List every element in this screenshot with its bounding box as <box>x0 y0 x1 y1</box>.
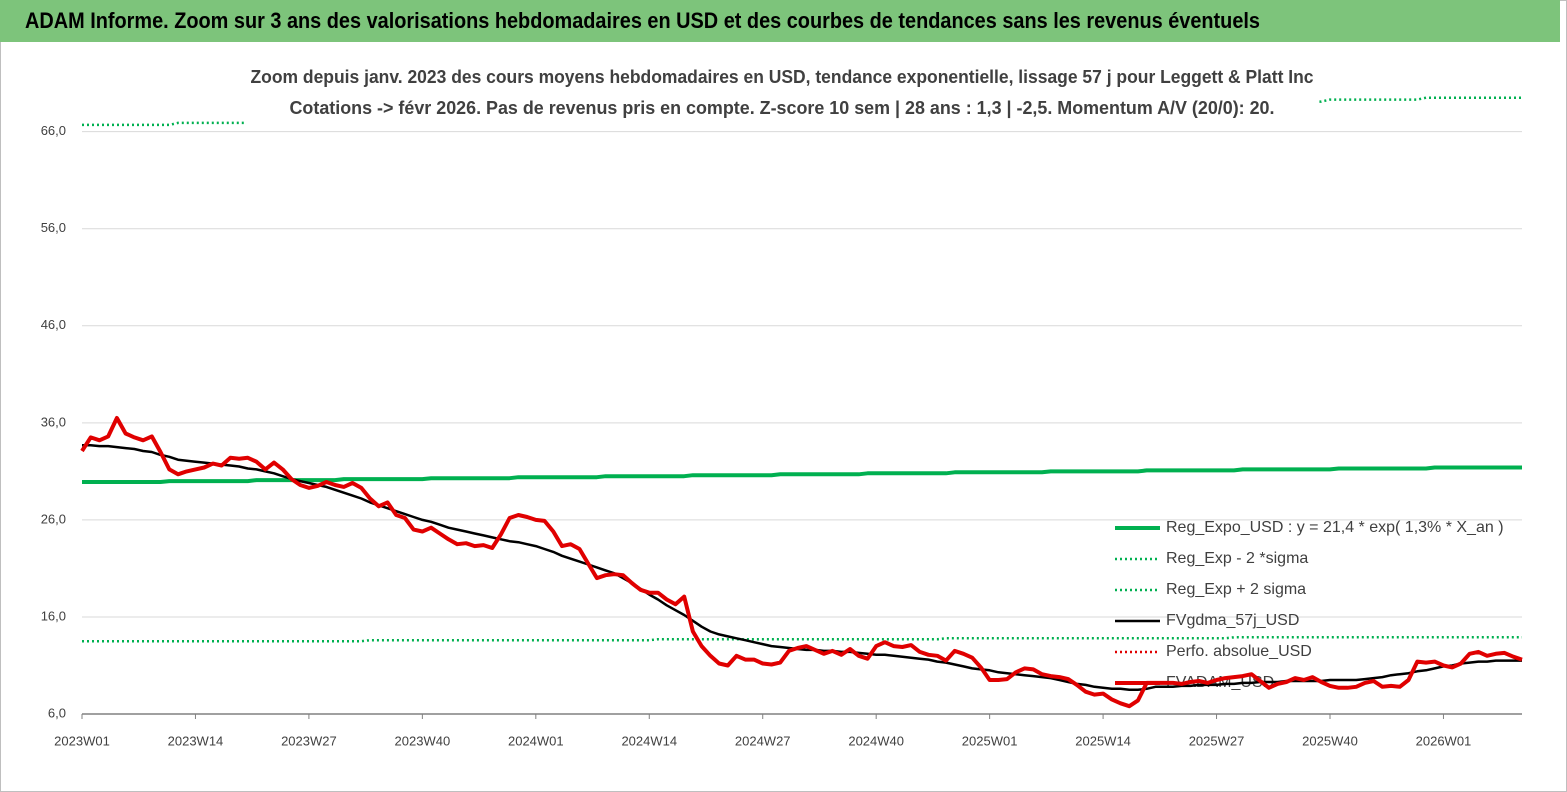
x-tick-label: 2023W14 <box>168 733 224 748</box>
x-tick-label: 2025W14 <box>1075 733 1131 748</box>
legend-label: FVgdma_57j_USD <box>1166 612 1299 629</box>
legend-label: Reg_Expo_USD : y = 21,4 * exp( 1,3% * X_… <box>1166 519 1504 536</box>
x-tick-label: 2024W01 <box>508 733 564 748</box>
header-title: ADAM Informe. Zoom sur 3 ans des valoris… <box>25 8 1260 33</box>
x-tick-label: 2025W27 <box>1189 733 1245 748</box>
title-box <box>245 62 1318 130</box>
series-line <box>82 465 1522 484</box>
series-line <box>80 416 1523 709</box>
x-tick-label: 2023W40 <box>395 733 451 748</box>
y-tick-label: 46,0 <box>41 317 66 332</box>
legend-label: Reg_Exp - 2 *sigma <box>1166 550 1308 567</box>
legend-label: Reg_Exp + 2 sigma <box>1166 581 1306 598</box>
series-line <box>82 636 1522 643</box>
legend-label: FVADAM_USD <box>1166 674 1274 691</box>
x-tick-label: 2024W40 <box>848 733 904 748</box>
x-tick-label: 2025W40 <box>1302 733 1358 748</box>
x-tick-label: 2023W27 <box>281 733 337 748</box>
y-tick-label: 56,0 <box>41 220 66 235</box>
y-tick-label: 66,0 <box>41 123 66 138</box>
chart-title: Zoom depuis janv. 2023 des cours moyens … <box>251 67 1314 87</box>
y-tick-label: 26,0 <box>41 511 66 526</box>
x-tick-label: 2024W27 <box>735 733 791 748</box>
y-tick-label: 6,0 <box>48 705 66 720</box>
x-tick-label: 2023W01 <box>54 733 110 748</box>
header-bar <box>0 0 1560 42</box>
x-tick-label: 2025W01 <box>962 733 1018 748</box>
y-tick-label: 36,0 <box>41 414 66 429</box>
legend-label: Perfo. absolue_USD <box>1166 643 1312 660</box>
y-tick-label: 16,0 <box>41 608 66 623</box>
x-tick-label: 2024W14 <box>621 733 677 748</box>
chart-subtitle: Cotations -> févr 2026. Pas de revenus p… <box>290 98 1275 118</box>
x-tick-label: 2026W01 <box>1416 733 1472 748</box>
